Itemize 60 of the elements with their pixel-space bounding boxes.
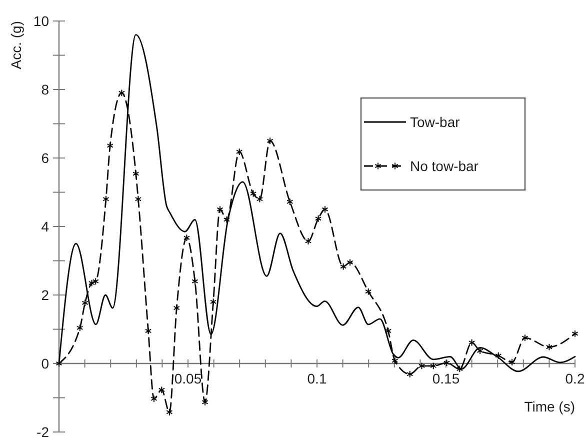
point — [468, 338, 476, 346]
point — [340, 262, 347, 270]
point — [88, 279, 96, 287]
point — [166, 408, 173, 416]
x-tick-label: 0.2 — [565, 370, 585, 386]
point — [150, 395, 158, 402]
point — [158, 386, 165, 394]
point — [365, 288, 372, 296]
point — [304, 238, 312, 245]
point — [223, 216, 230, 224]
point — [250, 190, 257, 198]
point — [216, 206, 224, 214]
point — [56, 360, 62, 368]
point — [236, 148, 243, 156]
point — [106, 142, 114, 150]
x-tick-label: 0.1 — [307, 370, 327, 386]
point — [430, 362, 437, 370]
point — [266, 137, 274, 145]
point — [92, 278, 99, 285]
point — [134, 195, 142, 203]
point — [346, 258, 354, 266]
x-axis-title: Time (s) — [524, 398, 575, 414]
point — [315, 214, 322, 222]
point — [322, 206, 328, 214]
point — [508, 358, 516, 366]
x-tick-label: 0.05 — [174, 370, 202, 386]
x-tick-label: 0.15 — [432, 370, 460, 386]
point — [546, 343, 552, 351]
y-tick-label: 4 — [41, 218, 50, 234]
point — [76, 324, 84, 332]
point — [406, 370, 414, 378]
point — [183, 234, 190, 242]
point — [384, 327, 392, 335]
point — [118, 89, 125, 97]
y-tick-label: 2 — [41, 287, 50, 303]
y-axis-title: Acc. (g) — [8, 21, 24, 70]
point — [102, 195, 110, 203]
legend-label: No tow-bar — [410, 158, 479, 174]
y-tick-label: 6 — [41, 150, 50, 166]
point — [210, 298, 217, 306]
point — [392, 357, 398, 364]
legend-label: Tow-bar — [410, 114, 460, 130]
point — [444, 359, 450, 367]
y-tick-label: 0 — [41, 356, 50, 372]
y-tick-label: 8 — [41, 82, 50, 98]
point — [132, 170, 140, 178]
point — [144, 327, 152, 335]
point — [192, 278, 198, 285]
point — [572, 330, 578, 338]
point — [418, 362, 426, 370]
point — [522, 334, 528, 342]
point — [202, 398, 208, 406]
point — [456, 365, 463, 373]
point — [256, 195, 263, 203]
y-tick-label: -2 — [36, 424, 50, 437]
point — [173, 304, 180, 312]
point — [286, 198, 294, 206]
point — [82, 299, 88, 307]
point — [495, 352, 502, 360]
y-tick-label: 10 — [33, 13, 50, 29]
